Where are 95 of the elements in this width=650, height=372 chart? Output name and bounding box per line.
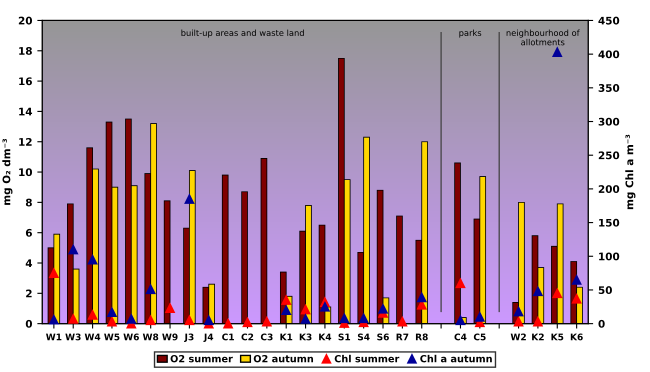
point [300,314,310,324]
point [107,316,117,326]
point [242,317,252,328]
y2-tick-label: 300 [598,118,620,126]
y2-tick-label: 150 [599,218,620,227]
x-tick-label: K2 [532,334,544,340]
legend-label: O2 autumn [254,354,314,362]
x-tick-label: K5 [551,334,564,340]
y2-tick-label: 450 [598,16,620,25]
y-tick-label: 16 [19,77,32,86]
point [572,274,582,285]
x-tick-label: W9 [162,334,178,340]
y2-tick-label: 350 [598,84,620,92]
x-tick-label: R8 [416,334,428,340]
x-tick-label: R7 [396,334,408,340]
x-tick-label: C3 [260,334,273,340]
x-tick-label: W8 [142,334,158,340]
y2-tick-label: 50 [598,286,612,294]
x-tick-label: C2 [241,334,254,340]
point [358,313,369,324]
legend-label: Chl a autumn [420,354,492,362]
point [281,305,292,316]
y2-tick-label: 0 [598,320,605,328]
point [552,47,562,57]
point [398,316,408,326]
point [300,304,310,314]
point [339,313,350,324]
point [204,315,214,326]
point [474,312,485,322]
annotation: parks [459,30,482,38]
point [184,194,194,204]
point [533,286,543,296]
legend-label: O2 summer [170,354,233,362]
y-tick-label: 10 [19,168,32,176]
point [416,292,427,302]
point [456,315,466,326]
x-tick-label: W2 [510,334,526,340]
y-tick-label: 20 [18,16,32,25]
point [320,302,330,312]
y2-tick-label: 400 [598,50,620,58]
x-tick-label: K1 [280,334,292,340]
point [107,307,117,318]
point [68,244,78,254]
point [281,295,292,305]
y-tick-label: 14 [19,108,32,116]
y-tick-label: 2 [26,290,32,298]
y-axis-title: mg O₂ dm⁻³ [2,138,12,205]
y-tick-label: 6 [26,228,32,237]
y2-tick-label: 200 [598,185,620,193]
point [68,314,78,324]
x-tick-label: K3 [300,334,312,340]
legend-label: Chl summer [334,354,400,362]
point [146,315,156,326]
x-tick-label: W3 [65,334,81,340]
x-tick-label: K6 [570,334,583,340]
point [88,254,98,264]
point [378,304,388,314]
point [49,268,59,278]
point [533,316,543,326]
point [514,306,524,316]
x-tick-label: C5 [474,334,486,340]
y-tick-label: 18 [19,47,32,55]
annotation: neighbourhood of allotments [506,30,580,46]
point [165,303,175,314]
x-tick-label: S6 [377,334,389,340]
point [514,316,524,326]
x-tick-label: W6 [123,334,139,340]
y-tick-label: 8 [26,198,32,206]
point [572,294,582,304]
point [184,315,194,326]
x-tick-label: S4 [358,334,370,340]
y-tick-label: 0 [26,320,32,328]
point [88,310,98,320]
y2-tick-label: 100 [599,252,620,260]
x-tick-label: J4 [203,334,214,342]
x-tick-label: C4 [454,334,466,340]
x-tick-label: J3 [184,334,194,342]
x-tick-label: C1 [222,334,234,340]
point [126,314,136,324]
y2-axis-title: mg Chl a m⁻³ [625,134,636,210]
x-tick-label: K4 [319,334,332,340]
y-tick-label: 12 [19,138,32,146]
point [49,314,59,324]
y-tick-label: 4 [26,259,32,267]
point [552,288,562,298]
x-tick-label: S1 [338,334,350,340]
x-tick-label: W5 [104,334,120,340]
x-tick-label: W4 [84,334,100,340]
point [456,278,466,288]
y2-tick-label: 250 [598,151,620,160]
point [223,318,233,328]
x-tick-label: W1 [46,334,62,340]
point [146,284,156,294]
annotation: built-up areas and waste land [181,30,304,38]
point [262,316,272,326]
